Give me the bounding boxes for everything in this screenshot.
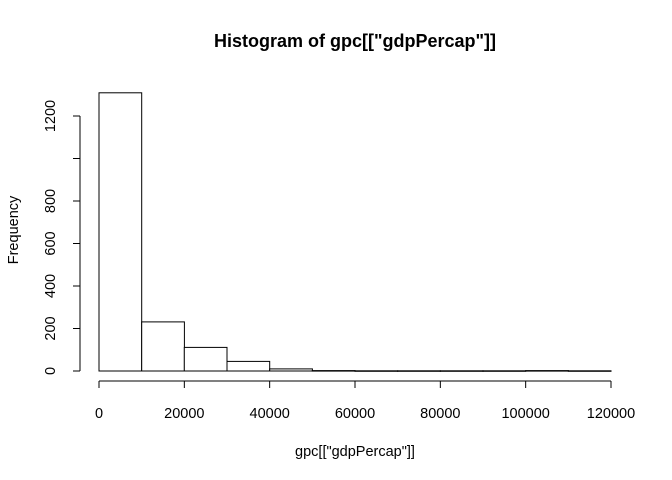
histogram-bar [269,368,313,372]
histogram-bar [226,360,271,372]
x-tick-label: 100000 [501,406,549,422]
histogram-bar [525,370,569,372]
y-tick-label: 200 [43,316,59,340]
x-tick-label: 60000 [335,406,375,422]
histogram-bar [397,370,441,372]
y-tick-label: 1200 [43,100,59,132]
chart-title: Histogram of gpc[["gdpPercap"]] [214,31,496,51]
histogram-bar [183,346,228,372]
x-tick-label: 80000 [420,406,460,422]
y-tick-label: 400 [43,274,59,298]
x-tick-label: 40000 [250,406,290,422]
histogram-bar [98,92,143,372]
bars-group [98,92,612,372]
x-tick-label: 120000 [587,406,635,422]
histogram-bar [439,370,484,372]
histogram-bar [567,370,612,372]
histogram-bar [141,321,185,372]
y-tick-label: 0 [43,367,59,375]
x-axis-label: gpc[["gdpPercap"]] [295,444,415,460]
x-tick-label: 20000 [164,406,204,422]
y-axis: 0 200 400 600 800 1200 [43,100,81,375]
histogram-bar [482,370,527,372]
x-tick-label: 0 [95,406,103,422]
y-tick-label: 600 [43,231,59,255]
x-axis: 0 20000 40000 60000 80000 100000 120000 [95,380,635,422]
histogram-bar [354,370,399,372]
y-tick-label: 800 [43,189,59,213]
histogram-bar [311,370,356,372]
y-axis-label: Frequency [6,195,22,264]
